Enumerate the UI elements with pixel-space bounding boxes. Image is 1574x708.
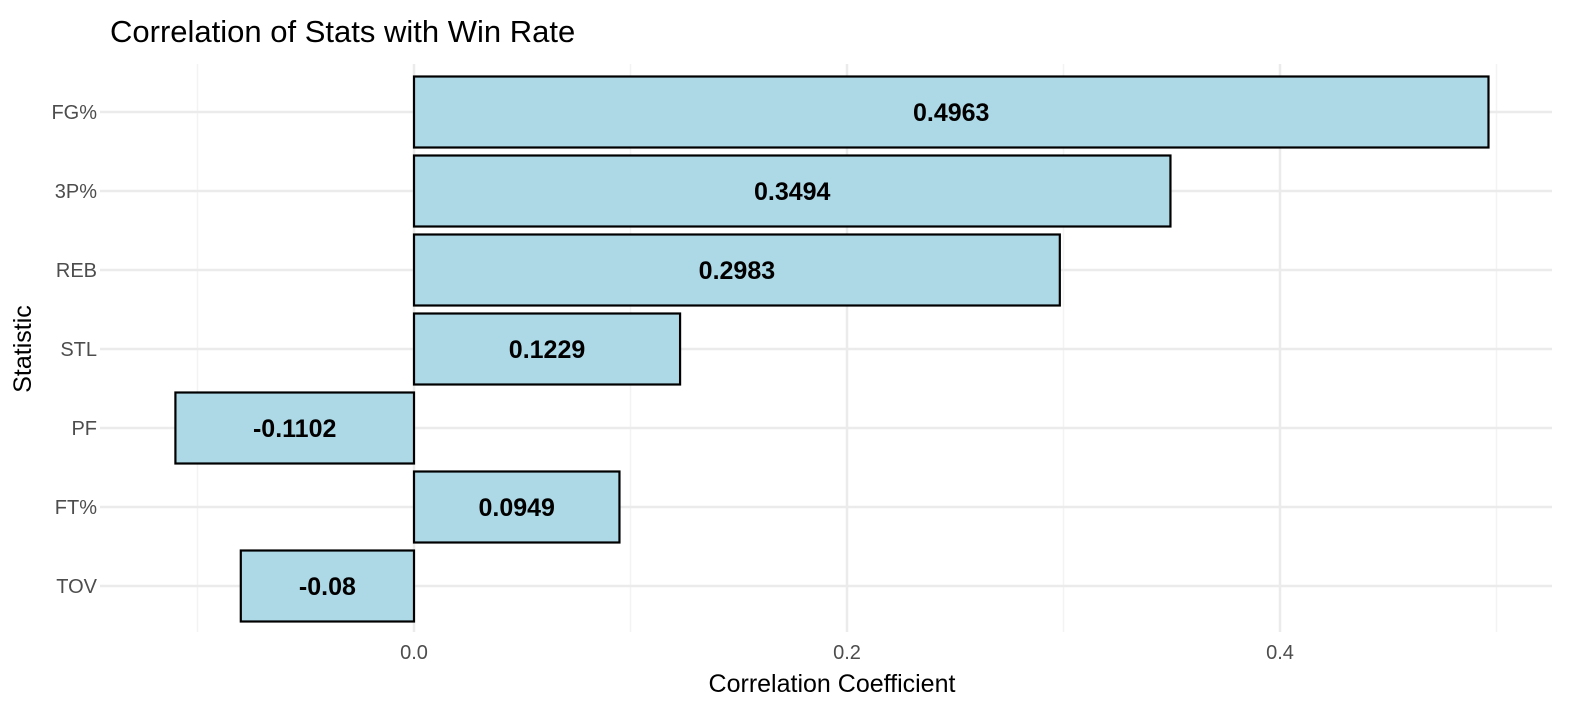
bar-value-label: 0.2983 — [699, 257, 775, 285]
data-label-layer: 0.4963 0.3494 0.2983 0.1229 -0.1102 0.0949 -0.… — [253, 99, 989, 601]
bar-layer — [174, 75, 1490, 623]
grid-layer — [100, 64, 1552, 632]
bar-value-label: 0.3494 — [754, 178, 831, 206]
x-tick-label: 0.0 — [400, 642, 428, 664]
bar-value-label: -0.1102 — [253, 415, 336, 443]
y-tick-label: PF — [71, 418, 97, 440]
bar-stl — [412, 312, 682, 386]
y-tick-label: REB — [56, 260, 97, 282]
bar-value-label: 0.4963 — [913, 99, 989, 127]
bar-fg — [412, 75, 1490, 149]
x-axis-title: Correlation Coefficient — [709, 670, 956, 698]
bar-ft — [412, 470, 621, 544]
bar-pf — [174, 391, 416, 465]
bar-3p — [412, 154, 1172, 228]
y-tick-label: STL — [60, 339, 97, 361]
y-tick-label: 3P% — [55, 181, 97, 203]
bar-reb — [412, 233, 1061, 307]
y-tick-label: FG% — [51, 102, 97, 124]
y-tick-label: FT% — [55, 497, 97, 519]
bar-tov — [239, 549, 416, 623]
bar-value-label: 0.0949 — [478, 494, 554, 522]
y-axis-title: Statistic — [9, 305, 37, 393]
chart-title: Correlation of Stats with Win Rate — [110, 14, 576, 49]
x-tick-label: 0.4 — [1266, 642, 1294, 664]
x-tick-label: 0.2 — [833, 642, 861, 664]
bar-value-label: -0.08 — [299, 573, 356, 601]
bar-value-label: 0.1229 — [509, 336, 585, 364]
y-tick-label: TOV — [56, 576, 97, 598]
axis-layer: Correlation Coefficient Statistic FG% 3P%… — [9, 102, 1294, 698]
